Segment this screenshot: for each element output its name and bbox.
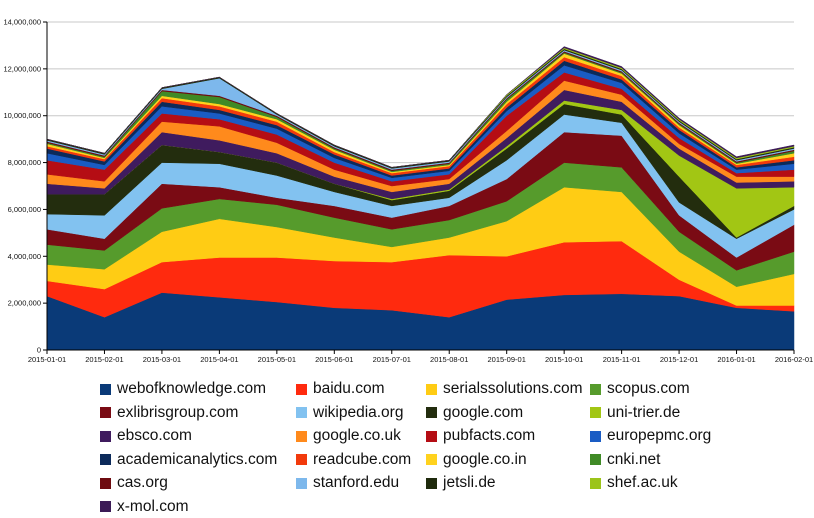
legend-item: exlibrisgroup.com: [100, 402, 238, 424]
legend-swatch: [296, 430, 307, 442]
legend-label: uni-trier.de: [607, 403, 681, 421]
y-tick-label: 14,000,000: [3, 18, 41, 27]
legend-item: uni-trier.de: [590, 402, 680, 424]
legend-swatch: [590, 383, 601, 395]
legend-item: cas.org: [100, 472, 168, 494]
legend-label: europepmc.org: [607, 427, 712, 444]
legend-item: google.co.uk: [296, 425, 401, 447]
legend-label: scopus.com: [607, 380, 690, 397]
legend-item: google.com: [426, 402, 523, 424]
x-tick-label: 2015-03-01: [143, 355, 181, 364]
legend-swatch: [426, 477, 437, 489]
legend-swatch: [296, 407, 307, 418]
x-tick-label: 2015-07-01: [373, 355, 411, 364]
legend-label: academicanalytics.com: [117, 450, 278, 468]
legend-item: cnki.net: [590, 449, 660, 471]
legend-item: academicanalytics.com: [100, 449, 277, 471]
x-tick-label: 2015-05-01: [258, 355, 296, 364]
legend-item: europepmc.org: [590, 425, 711, 447]
legend-label: cnki.net: [607, 450, 661, 468]
legend-item: google.co.in: [426, 449, 527, 471]
legend-swatch: [296, 477, 307, 489]
area-series-x-mol-com: [46, 46, 795, 168]
x-tick-label: 2016-01-01: [717, 355, 755, 364]
legend-swatch: [296, 454, 307, 465]
legend-label: pubfacts.com: [443, 427, 536, 444]
legend-swatch: [590, 454, 601, 465]
x-tick-label: 2015-02-01: [85, 355, 123, 364]
axes: [46, 22, 794, 351]
legend-item: shef.ac.uk: [590, 472, 678, 494]
legend-label: jetsli.de: [443, 474, 496, 491]
x-tick-label: 2015-09-01: [488, 355, 526, 364]
legend-label: shef.ac.uk: [607, 474, 678, 491]
legend-item: pubfacts.com: [426, 425, 535, 447]
legend-label: ebsco.com: [117, 427, 192, 444]
area-series: [46, 46, 795, 351]
legend-swatch: [426, 407, 437, 418]
x-tick-label: 2015-01-01: [28, 355, 66, 364]
legend-label: x-mol.com: [117, 497, 189, 515]
legend-swatch: [100, 383, 111, 395]
legend-label: serialssolutions.com: [443, 380, 583, 397]
x-tick-label: 2015-10-01: [545, 355, 583, 364]
legend-item: x-mol.com: [100, 496, 188, 518]
legend-item: ebsco.com: [100, 425, 192, 447]
y-tick-label: 12,000,000: [3, 64, 41, 73]
legend-swatch: [100, 501, 111, 512]
y-tick-label: 2,000,000: [8, 299, 41, 308]
legend-item: baidu.com: [296, 378, 385, 400]
legend-swatch: [426, 383, 437, 395]
legend-label: readcube.com: [313, 450, 412, 468]
legend-item: stanford.edu: [296, 472, 399, 494]
legend-swatch: [100, 454, 111, 465]
y-tick-labels: 0 2,000,000 4,000,000 6,000,000 8,000,000 10,…: [3, 18, 47, 355]
x-tick-label: 2015-12-01: [660, 355, 698, 364]
x-tick-label: 2015-11-01: [603, 355, 641, 364]
legend-item: jetsli.de: [426, 472, 496, 494]
legend-swatch: [100, 430, 111, 442]
x-tick-label: 2015-06-01: [315, 355, 353, 364]
legend-label: google.co.uk: [313, 427, 401, 444]
y-tick-label: 6,000,000: [8, 205, 41, 214]
legend-swatch: [426, 454, 437, 465]
legend-label: cas.org: [117, 474, 168, 491]
legend-label: wikipedia.org: [313, 403, 404, 421]
legend-item: readcube.com: [296, 449, 411, 471]
legend-label: google.com: [443, 403, 524, 421]
stacked-area-chart: 0 2,000,000 4,000,000 6,000,000 8,000,000 10,…: [3, 18, 813, 365]
x-tick-label: 2015-04-01: [200, 355, 238, 364]
legend-swatch: [296, 383, 307, 395]
y-tick-label: 0: [37, 346, 41, 355]
legend-item: webofknowledge.com: [100, 378, 266, 400]
x-tick-label: 2015-08-01: [430, 355, 468, 364]
y-tick-label: 8,000,000: [8, 158, 41, 167]
legend-swatch: [100, 477, 111, 489]
legend-item: scopus.com: [590, 378, 690, 400]
legend-label: webofknowledge.com: [117, 380, 267, 397]
legend-swatch: [426, 430, 437, 442]
legend-item: wikipedia.org: [296, 402, 403, 424]
legend-label: google.co.in: [443, 450, 527, 468]
legend-swatch: [590, 407, 601, 418]
y-tick-label: 10,000,000: [3, 111, 41, 120]
y-tick-label: 4,000,000: [8, 252, 41, 261]
x-tick-labels: 2015-01-01 2015-02-01 2015-03-01 2015-04-01…: [28, 350, 813, 364]
legend-label: stanford.edu: [313, 474, 400, 491]
legend-swatch: [100, 407, 111, 418]
legend-item: serialssolutions.com: [426, 378, 583, 400]
x-tick-label: 2016-02-01: [775, 355, 813, 364]
legend-label: exlibrisgroup.com: [117, 403, 239, 421]
legend-swatch: [590, 477, 601, 489]
legend-swatch: [590, 430, 601, 442]
legend-label: baidu.com: [313, 380, 385, 397]
